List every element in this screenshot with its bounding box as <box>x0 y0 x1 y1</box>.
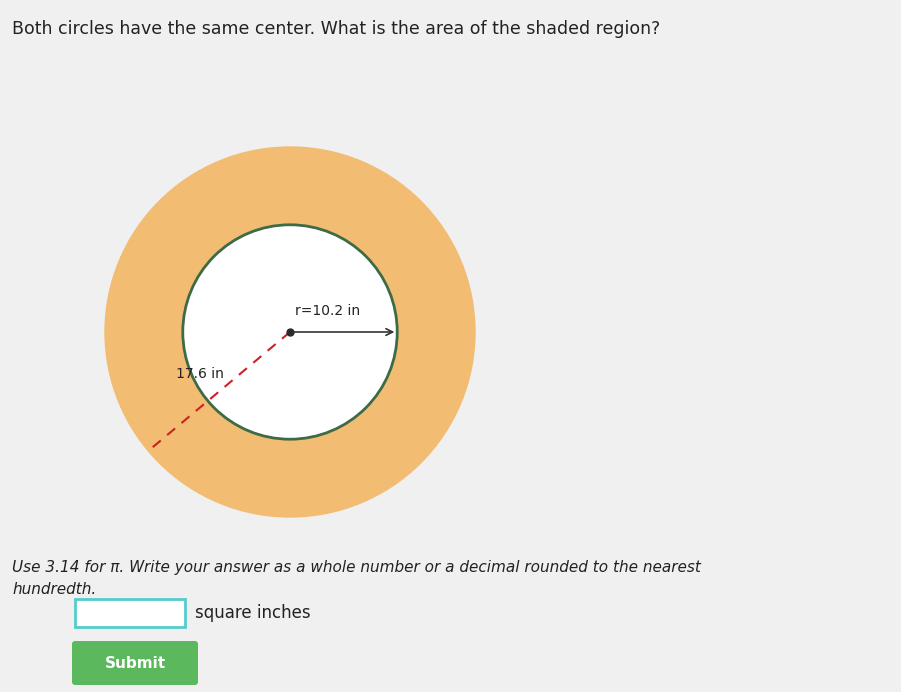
Text: r=10.2 in: r=10.2 in <box>295 304 360 318</box>
FancyBboxPatch shape <box>72 641 198 685</box>
FancyBboxPatch shape <box>75 599 185 627</box>
Text: hundredth.: hundredth. <box>12 582 96 597</box>
Text: Both circles have the same center. What is the area of the shaded region?: Both circles have the same center. What … <box>12 20 660 38</box>
Text: 17.6 in: 17.6 in <box>176 367 223 381</box>
Text: square inches: square inches <box>195 604 311 622</box>
Circle shape <box>183 225 397 439</box>
Text: Submit: Submit <box>105 655 166 671</box>
Text: Use 3.14 for π. Write your answer as a whole number or a decimal rounded to the : Use 3.14 for π. Write your answer as a w… <box>12 560 701 575</box>
Circle shape <box>105 147 475 517</box>
